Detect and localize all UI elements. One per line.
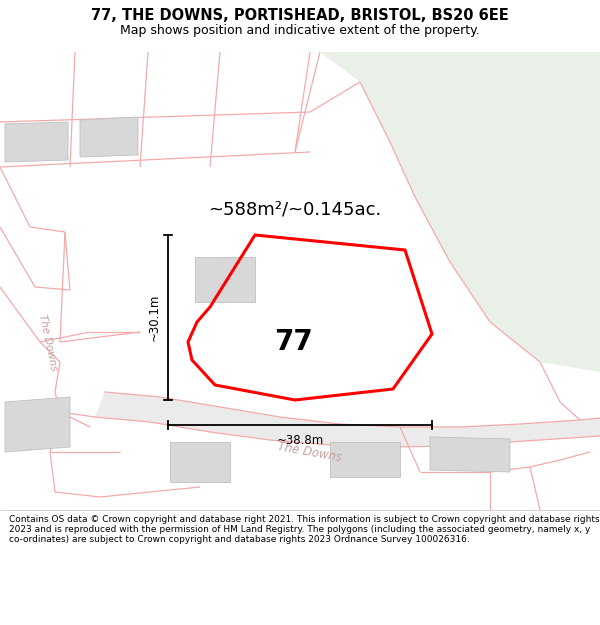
Text: 77: 77 <box>274 328 313 356</box>
Text: 77, THE DOWNS, PORTISHEAD, BRISTOL, BS20 6EE: 77, THE DOWNS, PORTISHEAD, BRISTOL, BS20… <box>91 8 509 22</box>
Polygon shape <box>5 397 70 452</box>
Polygon shape <box>430 437 510 472</box>
Polygon shape <box>80 117 138 157</box>
Text: Contains OS data © Crown copyright and database right 2021. This information is : Contains OS data © Crown copyright and d… <box>9 514 599 544</box>
Text: ~30.1m: ~30.1m <box>148 294 161 341</box>
Polygon shape <box>5 122 68 162</box>
Polygon shape <box>320 52 600 372</box>
Text: ~38.8m: ~38.8m <box>277 434 323 447</box>
Polygon shape <box>95 392 600 447</box>
Polygon shape <box>195 257 255 302</box>
Text: The Downs: The Downs <box>277 440 343 464</box>
Polygon shape <box>170 442 230 482</box>
Text: The Downs: The Downs <box>37 313 59 371</box>
Text: ~588m²/~0.145ac.: ~588m²/~0.145ac. <box>208 201 382 219</box>
Text: Map shows position and indicative extent of the property.: Map shows position and indicative extent… <box>120 24 480 38</box>
Polygon shape <box>330 442 400 477</box>
